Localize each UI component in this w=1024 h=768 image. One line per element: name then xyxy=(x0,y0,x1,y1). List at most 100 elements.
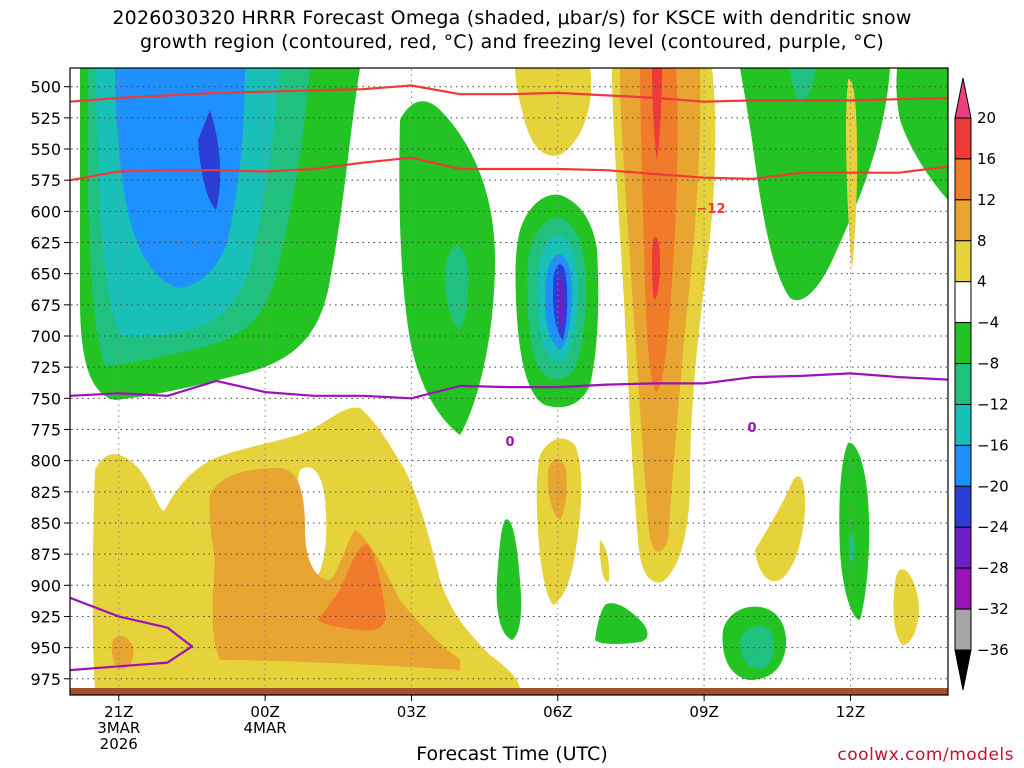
colorbar-label-8: −16 xyxy=(977,436,1009,454)
colorbar-label-11: −28 xyxy=(977,559,1009,577)
omega-region-green-05z-low xyxy=(496,519,522,640)
y-tick-label-875: 875 xyxy=(30,545,61,564)
colorbar-label-2: 12 xyxy=(977,191,996,209)
plot-border xyxy=(69,67,949,696)
omega-region-yellow-07z-low xyxy=(599,540,610,582)
colorbar-swatch-3 xyxy=(954,240,972,283)
colorbar-swatch-10 xyxy=(954,526,972,569)
y-tick-label-950: 950 xyxy=(30,639,61,658)
colorbar-label-4: 4 xyxy=(977,273,987,291)
colorbar-label-6: −8 xyxy=(977,355,999,373)
colorbar-label-5: −4 xyxy=(977,314,999,332)
x-tick-label-0-2: 2026 xyxy=(100,735,138,753)
colorbar-label-3: 8 xyxy=(977,232,987,250)
y-tick-label-575: 575 xyxy=(30,171,61,190)
colorbar-label-9: −20 xyxy=(977,477,1009,495)
colorbar-label-1: 16 xyxy=(977,150,996,168)
omega-shading xyxy=(80,68,948,690)
y-tick-label-825: 825 xyxy=(30,483,61,502)
omega-region-green-12z-low xyxy=(839,442,870,620)
omega-region-red-08z xyxy=(652,68,662,160)
colorbar-swatch-0 xyxy=(954,117,972,160)
x-tick-label-0-0: 21Z xyxy=(104,703,133,721)
colorbar-label-10: −24 xyxy=(977,518,1009,536)
colorbar-swatch-12 xyxy=(954,608,972,651)
freezing-level-contour-low xyxy=(70,596,193,672)
omega-region-teal-10z-low xyxy=(740,625,775,669)
contour-label-minus12: −12 xyxy=(697,202,726,217)
y-tick-label-975: 975 xyxy=(30,670,61,689)
omega-region-yellow-06z-low xyxy=(536,438,582,605)
colorbar: 20 16 12 8 4 −4 −8 −12 −16 −20 −24 −28 −32 −36 xyxy=(954,77,1009,691)
y-tick-label-900: 900 xyxy=(30,576,61,595)
omega-region-green-far-right xyxy=(896,68,948,200)
colorbar-swatch-1 xyxy=(954,158,972,201)
contour-label-zero-2: 0 xyxy=(747,421,756,436)
omega-region-teal-12z-low xyxy=(849,532,855,562)
x-tick-label-1-0: 00Z xyxy=(250,703,279,721)
colorbar-swatch-4 xyxy=(954,281,972,324)
credit-text: coolwx.com/models xyxy=(837,745,1014,765)
omega-region-red-08z-lower xyxy=(651,236,660,300)
colorbar-label-0: 20 xyxy=(977,109,996,127)
colorbar-bottom-triangle xyxy=(954,649,972,691)
y-tick-label-550: 550 xyxy=(30,140,61,159)
y-tick-label-600: 600 xyxy=(30,202,61,221)
colorbar-label-13: −36 xyxy=(977,641,1009,659)
y-axis: 500 525 550 575 600 625 650 675 700 725 750 775 800 8… xyxy=(30,78,70,689)
colorbar-swatch-8 xyxy=(954,444,972,487)
colorbar-swatch-7 xyxy=(954,403,972,446)
omega-region-gold-950 xyxy=(112,635,134,669)
y-tick-label-625: 625 xyxy=(30,234,61,253)
y-tick-label-650: 650 xyxy=(30,265,61,284)
y-tick-label-700: 700 xyxy=(30,327,61,346)
y-tick-label-850: 850 xyxy=(30,514,61,533)
x-tick-label-4-0: 09Z xyxy=(689,703,718,721)
y-tick-label-525: 525 xyxy=(30,109,61,128)
omega-region-yellow-13z-low xyxy=(893,569,920,645)
colorbar-swatch-5 xyxy=(954,322,972,365)
colorbar-swatch-2 xyxy=(954,199,972,242)
contour-label-zero-1: 0 xyxy=(505,435,514,450)
y-tick-label-500: 500 xyxy=(30,78,61,97)
contour-labels: −12 0 0 xyxy=(505,202,756,450)
omega-region-gold-06z-low xyxy=(548,458,567,520)
x-tick-label-0-1: 3MAR xyxy=(97,719,140,737)
x-tick-label-1-1: 4MAR xyxy=(244,719,287,737)
y-tick-label-725: 725 xyxy=(30,358,61,377)
x-tick-label-2-0: 03Z xyxy=(397,703,426,721)
omega-region-teal-right xyxy=(790,68,815,102)
x-axis-label: Forecast Time (UTC) xyxy=(416,743,608,765)
omega-region-navy-left xyxy=(198,110,221,210)
colorbar-top-triangle xyxy=(954,77,972,119)
colorbar-label-7: −12 xyxy=(977,395,1009,413)
ground-strip xyxy=(70,688,948,695)
snow-growth-contour-lower xyxy=(70,156,948,182)
title-line-2: growth region (contoured, red, °C) and f… xyxy=(140,31,884,53)
omega-region-yellow-12z-spike xyxy=(846,79,858,271)
colorbar-swatch-11 xyxy=(954,567,972,610)
y-tick-label-925: 925 xyxy=(30,607,61,626)
chart-title: 2026030320 HRRR Forecast Omega (shaded, … xyxy=(0,6,1024,54)
omega-region-gold-lower xyxy=(209,468,460,670)
y-tick-label-675: 675 xyxy=(30,296,61,315)
omega-region-orange-lower xyxy=(318,544,386,631)
x-tick-label-5-0: 12Z xyxy=(836,703,865,721)
colorbar-swatch-6 xyxy=(954,363,972,405)
omega-region-yellow-05z xyxy=(515,68,592,156)
omega-region-teal-03z xyxy=(444,245,469,330)
colorbar-swatch-9 xyxy=(954,485,972,528)
omega-region-purple-06z xyxy=(557,277,565,328)
omega-region-yellow-10z-low xyxy=(755,476,806,582)
snow-growth-contour-upper xyxy=(70,84,948,103)
omega-region-green-07z-low xyxy=(595,603,648,645)
y-tick-label-800: 800 xyxy=(30,452,61,471)
y-tick-label-775: 775 xyxy=(30,420,61,439)
freezing-level-contour-main xyxy=(70,372,948,400)
title-line-1: 2026030320 HRRR Forecast Omega (shaded, … xyxy=(112,7,912,29)
contour-lines xyxy=(70,84,948,672)
y-tick-label-750: 750 xyxy=(30,389,61,408)
x-tick-label-3-0: 06Z xyxy=(543,703,572,721)
